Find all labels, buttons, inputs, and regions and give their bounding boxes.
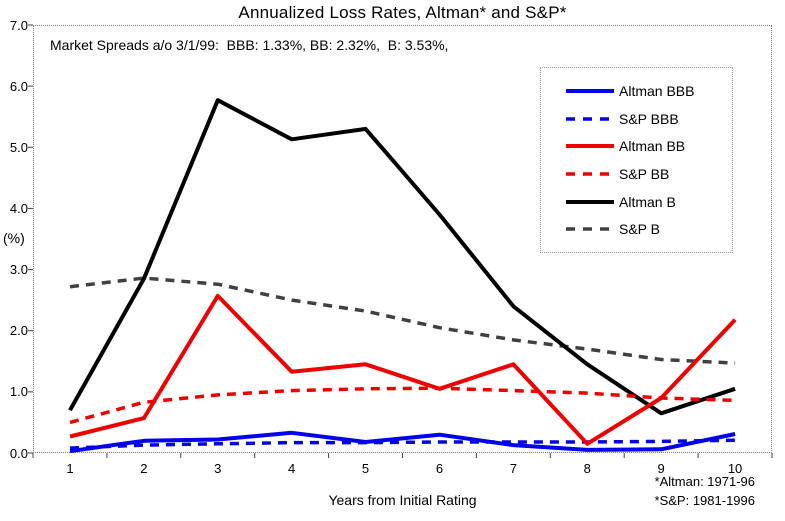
y-tick-label: 4.0 xyxy=(9,200,28,216)
sp-footnote: *S&P: 1981-1996 xyxy=(654,493,755,508)
legend-label: Altman B xyxy=(619,193,676,210)
x-axis-title: Years from Initial Rating xyxy=(328,492,477,508)
y-tick-label: 5.0 xyxy=(9,139,28,155)
legend-label: Altman BB xyxy=(619,138,686,155)
x-tick-label: 3 xyxy=(214,461,222,476)
legend-label: S&P BBB xyxy=(619,110,679,127)
y-tick-label: 2.0 xyxy=(9,323,28,339)
x-tick-label: 9 xyxy=(657,461,665,476)
x-tick-label: 4 xyxy=(288,461,296,476)
x-tick-label: 10 xyxy=(727,461,743,476)
legend-line-sample xyxy=(566,227,614,231)
legend-label: S&P BB xyxy=(619,165,670,182)
chart-title: Annualized Loss Rates, Altman* and S&P* xyxy=(238,3,567,22)
y-tick-label: 6.0 xyxy=(9,78,28,94)
market-spreads-annotation: Market Spreads a/o 3/1/99: BBB: 1.33%, B… xyxy=(50,37,449,53)
x-tick-label: 6 xyxy=(435,461,444,476)
legend-item-s-p-bbb: S&P BBB xyxy=(566,105,732,133)
legend-line-sample xyxy=(566,144,614,149)
legend-line-sample xyxy=(566,199,614,204)
legend-label: S&P B xyxy=(619,221,660,238)
y-tick-label: 1.0 xyxy=(9,384,28,400)
legend: Altman BBB S&P BBB Altman BB S&P BB Altman B… xyxy=(540,67,733,253)
y-tick-label: 0.0 xyxy=(9,445,28,461)
y-axis-title: (%) xyxy=(3,230,25,246)
x-tick-label: 8 xyxy=(583,461,591,476)
altman-footnote: *Altman: 1971-96 xyxy=(654,474,755,489)
legend-item-altman-bb: Altman BB xyxy=(566,132,732,160)
y-tick-label: 7.0 xyxy=(9,17,28,33)
x-tick-label: 1 xyxy=(66,461,74,476)
y-tick-label: 3.0 xyxy=(9,262,28,278)
x-tick-label: 7 xyxy=(509,461,517,476)
legend-item-s-p-bb: S&P BB xyxy=(566,160,732,188)
legend-line-sample xyxy=(566,172,614,176)
legend-line-sample xyxy=(566,88,614,93)
legend-line-sample xyxy=(566,116,614,121)
legend-item-altman-bbb: Altman BBB xyxy=(566,77,732,105)
legend-label: Altman BBB xyxy=(619,82,695,99)
legend-item-altman-b: Altman B xyxy=(566,188,732,216)
legend-item-s-p-b: S&P B xyxy=(566,215,732,243)
x-tick-label: 2 xyxy=(140,461,148,476)
x-tick-label: 5 xyxy=(361,461,370,476)
